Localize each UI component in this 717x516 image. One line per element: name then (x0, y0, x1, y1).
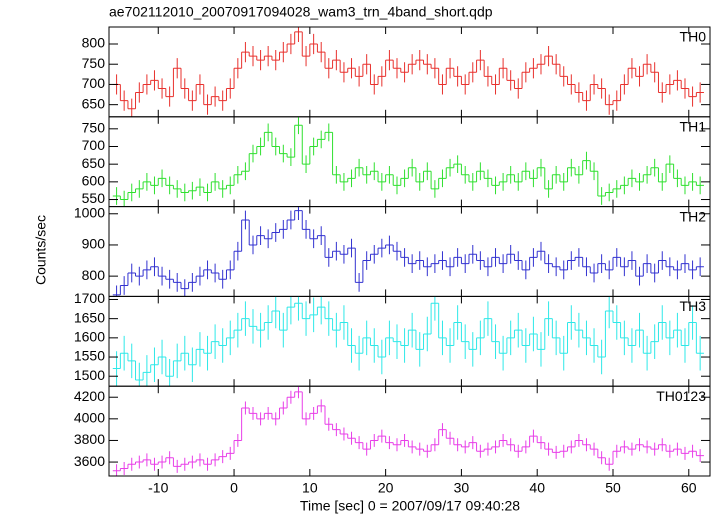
y-tick-label: 1650 (74, 309, 105, 325)
panel-label: TH0 (680, 29, 707, 45)
x-tick-label: 0 (230, 480, 238, 496)
panel-frame (108, 385, 711, 477)
y-tick-label: 1550 (74, 348, 105, 364)
y-tick-label: 3600 (74, 453, 105, 469)
x-tick-label: 20 (378, 480, 394, 496)
y-tick-label: 650 (82, 155, 106, 171)
y-tick-label: 750 (82, 55, 106, 71)
panel-label: TH0123 (656, 388, 706, 404)
x-axis-label: Time [sec] 0 = 2007/09/17 09:40:28 (300, 498, 520, 514)
y-tick-label: 900 (82, 236, 106, 252)
x-tick-label: 10 (302, 480, 318, 496)
panel-label: TH3 (680, 298, 707, 314)
chart-title: ae702112010_20070917094028_wam3_trn_4ban… (109, 4, 493, 20)
y-tick-label: 4200 (74, 388, 105, 404)
y-tick-label: 1700 (74, 290, 105, 306)
panel-frame (108, 295, 711, 387)
y-tick-label: 3800 (74, 431, 105, 447)
y-tick-label: 1000 (74, 204, 105, 220)
y-tick-label: 1600 (74, 329, 105, 345)
y-tick-label: 550 (82, 190, 106, 206)
panel-frame (108, 116, 711, 208)
x-tick-label: 30 (454, 480, 470, 496)
y-tick-label: 650 (82, 95, 106, 111)
y-tick-label: 1500 (74, 367, 105, 383)
y-axis-label: Counts/sec (33, 215, 49, 285)
y-tick-label: 750 (82, 120, 106, 136)
x-tick-label: -10 (148, 480, 168, 496)
y-tick-label: 800 (82, 267, 106, 283)
panel-label: TH1 (680, 119, 707, 135)
panel-frame (108, 206, 711, 297)
y-tick-label: 700 (82, 75, 106, 91)
x-tick-label: 40 (529, 480, 545, 496)
y-tick-label: 600 (82, 173, 106, 189)
y-tick-label: 700 (82, 137, 106, 153)
panel-label: TH2 (680, 208, 707, 224)
x-tick-label: 60 (681, 480, 697, 496)
panel-frame (108, 26, 711, 118)
y-tick-label: 800 (82, 35, 106, 51)
y-tick-label: 4000 (74, 410, 105, 426)
x-tick-label: 50 (605, 480, 621, 496)
